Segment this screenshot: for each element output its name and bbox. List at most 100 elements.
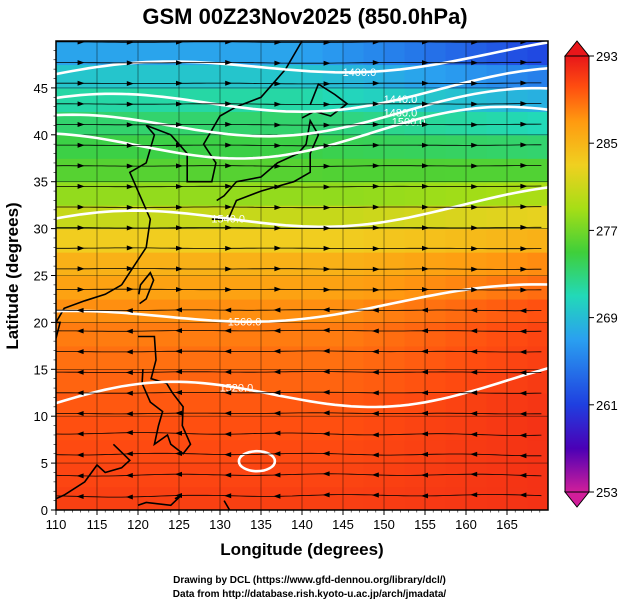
streamline-arrow — [372, 246, 380, 252]
field-cell — [445, 87, 467, 112]
field-cell — [220, 228, 242, 253]
field-cell — [179, 392, 201, 417]
y-tick-label: 10 — [34, 409, 48, 424]
streamline — [56, 103, 542, 105]
field-cell — [240, 252, 262, 277]
field-cell — [486, 439, 508, 464]
field-cell — [220, 158, 242, 183]
streamline-arrow — [422, 287, 429, 292]
streamline-arrow — [471, 225, 479, 231]
field-cell — [158, 41, 180, 66]
streamline-arrow — [371, 492, 379, 498]
field-cell — [466, 111, 488, 136]
field-cell — [97, 41, 119, 66]
streamline-arrow — [323, 184, 331, 190]
field-cell — [507, 322, 529, 347]
footer-credit-data: Data from http://database.rish.kyoto-u.a… — [172, 589, 447, 600]
field-cell — [404, 369, 426, 394]
field-cell — [425, 181, 447, 206]
contour-label: 1400.0 — [343, 67, 377, 79]
field-cell — [404, 134, 426, 159]
field-cell — [56, 486, 78, 510]
contour-low — [237, 449, 277, 473]
streamline-arrow — [77, 142, 85, 148]
field-cell — [302, 439, 324, 464]
streamline-arrow — [519, 308, 527, 314]
streamline-arrow — [273, 369, 281, 375]
field-cell — [76, 181, 98, 206]
field-cell — [527, 322, 548, 347]
field-cell — [240, 181, 262, 206]
streamline-arrow — [125, 390, 133, 396]
streamline-arrow — [372, 225, 380, 231]
streamline-arrow — [126, 266, 134, 271]
streamline-arrow — [176, 266, 183, 272]
contour-line — [56, 86, 548, 138]
streamline-arrow — [519, 411, 527, 417]
field-cell — [527, 158, 548, 183]
field-cell — [220, 41, 242, 66]
streamline-arrow — [322, 471, 330, 477]
field-cell — [384, 111, 406, 136]
streamline-arrow — [470, 411, 478, 416]
field-cell — [302, 345, 324, 370]
streamline-arrow — [176, 245, 183, 251]
field-cell — [56, 41, 78, 66]
field-cell — [527, 41, 548, 66]
field-cell — [199, 369, 221, 394]
field-cell — [486, 205, 508, 230]
streamline — [56, 226, 542, 229]
streamline-arrow — [274, 225, 282, 231]
streamline-arrow — [323, 41, 331, 45]
field-cell — [76, 275, 98, 300]
field-cell — [302, 41, 324, 66]
field-cell — [97, 252, 119, 277]
field-cell — [404, 275, 426, 300]
streamline-arrow — [126, 245, 134, 251]
field-cell — [179, 111, 201, 136]
field-cell — [117, 41, 139, 66]
streamline-arrow — [322, 410, 330, 416]
field-cell — [76, 439, 98, 464]
field-cell — [240, 158, 262, 183]
field-cell — [281, 252, 303, 277]
streamline-arrow — [224, 410, 232, 416]
streamline-arrow — [470, 471, 478, 477]
streamline-arrow — [273, 410, 281, 416]
streamline-arrow — [176, 101, 183, 107]
streamline-arrow — [274, 266, 282, 272]
streamline-arrow — [76, 431, 84, 437]
y-tick-label: 30 — [34, 222, 48, 237]
streamline-arrow — [125, 472, 133, 478]
field-cell — [404, 322, 426, 347]
field-cell — [363, 41, 385, 66]
field-cell — [527, 416, 548, 441]
streamline-arrow — [126, 204, 134, 210]
streamline-arrow — [77, 225, 85, 231]
y-tick-label: 45 — [34, 81, 48, 96]
streamline-arrow — [422, 80, 429, 86]
streamline-arrow — [175, 471, 182, 477]
streamline-arrow — [471, 101, 479, 107]
streamline-arrow — [176, 122, 183, 128]
field-cell — [363, 416, 385, 441]
streamline-arrow — [175, 493, 182, 498]
field-cell — [261, 322, 283, 347]
field-cell — [363, 392, 385, 417]
field-cell — [363, 228, 385, 253]
field-cell — [117, 439, 139, 464]
field-cell — [117, 416, 139, 441]
field-cell — [486, 392, 508, 417]
streamline-arrow — [421, 369, 428, 375]
field-cell — [507, 345, 529, 370]
streamline-arrow — [323, 122, 331, 128]
streamline-arrow — [273, 307, 281, 313]
streamline-arrow — [126, 41, 134, 45]
field-cell — [97, 322, 119, 347]
field-cell — [97, 416, 119, 441]
field-cell — [384, 134, 406, 159]
field-cell — [240, 416, 262, 441]
streamline — [56, 309, 542, 312]
field-cell — [363, 345, 385, 370]
x-tick-label: 165 — [496, 517, 518, 532]
